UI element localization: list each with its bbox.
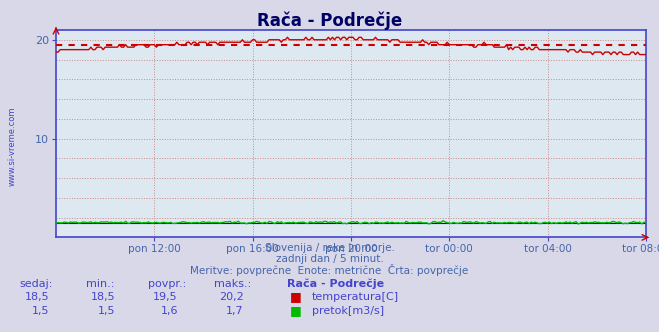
Text: pretok[m3/s]: pretok[m3/s] (312, 306, 384, 316)
Text: 1,6: 1,6 (160, 306, 178, 316)
Text: 1,5: 1,5 (98, 306, 115, 316)
Text: Rača - Podrečje: Rača - Podrečje (257, 12, 402, 30)
Text: 19,5: 19,5 (154, 292, 178, 302)
Text: 1,7: 1,7 (226, 306, 244, 316)
Text: povpr.:: povpr.: (148, 279, 186, 289)
Text: ■: ■ (290, 290, 302, 303)
Text: ■: ■ (290, 304, 302, 317)
Text: 18,5: 18,5 (25, 292, 49, 302)
Text: maks.:: maks.: (214, 279, 252, 289)
Text: sedaj:: sedaj: (20, 279, 53, 289)
Text: 20,2: 20,2 (219, 292, 244, 302)
Text: temperatura[C]: temperatura[C] (312, 292, 399, 302)
Text: www.si-vreme.com: www.si-vreme.com (7, 106, 16, 186)
Text: min.:: min.: (86, 279, 114, 289)
Text: zadnji dan / 5 minut.: zadnji dan / 5 minut. (275, 254, 384, 264)
Text: 1,5: 1,5 (32, 306, 49, 316)
Text: Meritve: povprečne  Enote: metrične  Črta: povprečje: Meritve: povprečne Enote: metrične Črta:… (190, 264, 469, 276)
Text: Slovenija / reke in morje.: Slovenija / reke in morje. (264, 243, 395, 253)
Text: 18,5: 18,5 (91, 292, 115, 302)
Text: Rača - Podrečje: Rača - Podrečje (287, 279, 384, 289)
